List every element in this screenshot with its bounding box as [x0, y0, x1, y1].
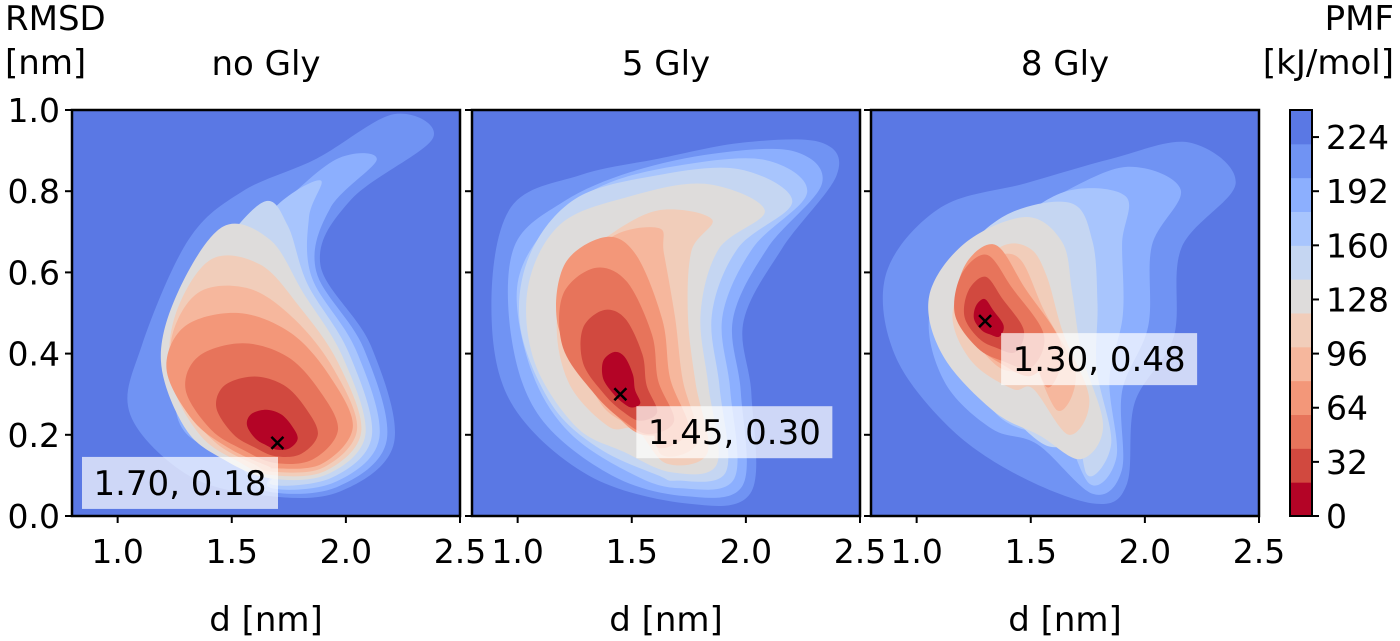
x-tick-label: 2.0	[1119, 532, 1171, 571]
y-axis-label-line2: [nm]	[5, 43, 86, 83]
colorbar-level-3	[1290, 381, 1312, 415]
x-tick-label: 2.5	[834, 532, 886, 571]
colorbar-level-5	[1290, 313, 1312, 347]
x-tick-label: 1.5	[206, 532, 258, 571]
colorbar-level-6	[1290, 279, 1312, 313]
panel-0: no Gly 1.0 1.5 2.0 2.5 d [nm] 0.0 0.2 0.4 0.6 0.8 1…	[8, 44, 487, 640]
minimum-annotation: 1.45, 0.30	[648, 413, 821, 453]
panel-title: 5 Gly	[622, 44, 710, 84]
pmf-colorbar: 0 32 64 96 128 160 192 224	[1290, 110, 1389, 536]
heatmap-panels: no Gly 1.0 1.5 2.0 2.5 d [nm] 0.0 0.2 0.4 0.6 0.8 1…	[8, 44, 1286, 640]
colorbar-level-9	[1290, 178, 1312, 212]
colorbar-level-10	[1290, 144, 1312, 178]
colorbar-level-1	[1290, 448, 1312, 482]
x-tick-label: 1.0	[91, 532, 143, 571]
x-tick-label: 1.0	[890, 532, 942, 571]
colorbar-label-line2: [kJ/mol]	[1263, 43, 1394, 83]
colorbar-tick-label: 0	[1326, 497, 1347, 536]
y-tick-label: 0.0	[8, 497, 60, 536]
x-tick-label: 2.0	[720, 532, 772, 571]
colorbar-level-0	[1290, 482, 1312, 516]
colorbar-tick-label: 160	[1326, 226, 1389, 265]
colorbar-tick-label: 128	[1326, 280, 1389, 319]
colorbar-tick-label: 32	[1326, 443, 1368, 482]
panel-1: 5 Gly 1.0 1.5 2.0 2.5 d [nm] 1.45, 0.30	[465, 44, 886, 640]
colorbar-level-7	[1290, 245, 1312, 279]
colorbar-tick-label: 96	[1326, 335, 1368, 374]
x-axis-label: d [nm]	[1008, 600, 1122, 640]
colorbar-level-4	[1290, 347, 1312, 381]
colorbar-level-8	[1290, 212, 1312, 246]
x-tick-label: 1.0	[491, 532, 543, 571]
colorbar-level-2	[1290, 415, 1312, 449]
y-tick-label: 1.0	[8, 91, 60, 130]
y-axis-label-line1: RMSD	[5, 0, 106, 39]
panel-title: no Gly	[211, 44, 320, 84]
colorbar-tick-label: 192	[1326, 172, 1389, 211]
colorbar-tick-label: 64	[1326, 389, 1368, 428]
y-tick-label: 0.2	[8, 416, 60, 455]
minimum-annotation: 1.70, 0.18	[93, 464, 266, 504]
y-tick-label: 0.6	[8, 253, 60, 292]
colorbar-level-11	[1290, 110, 1312, 144]
x-tick-label: 2.0	[320, 532, 372, 571]
x-tick-label: 1.5	[606, 532, 658, 571]
panel-title: 8 Gly	[1021, 44, 1109, 84]
x-tick-label: 2.5	[434, 532, 486, 571]
panel-2: 8 Gly 1.0 1.5 2.0 2.5 d [nm] 1.30, 0.48	[864, 44, 1285, 640]
y-tick-label: 0.8	[8, 172, 60, 211]
x-tick-label: 1.5	[1005, 532, 1057, 571]
x-tick-label: 2.5	[1233, 532, 1285, 571]
x-axis-label: d [nm]	[209, 600, 323, 640]
minimum-annotation: 1.30, 0.48	[1013, 340, 1186, 380]
colorbar-tick-label: 224	[1326, 118, 1389, 157]
x-axis-label: d [nm]	[609, 600, 723, 640]
y-tick-label: 0.4	[8, 335, 60, 374]
colorbar-label-line1: PMF	[1325, 0, 1394, 39]
